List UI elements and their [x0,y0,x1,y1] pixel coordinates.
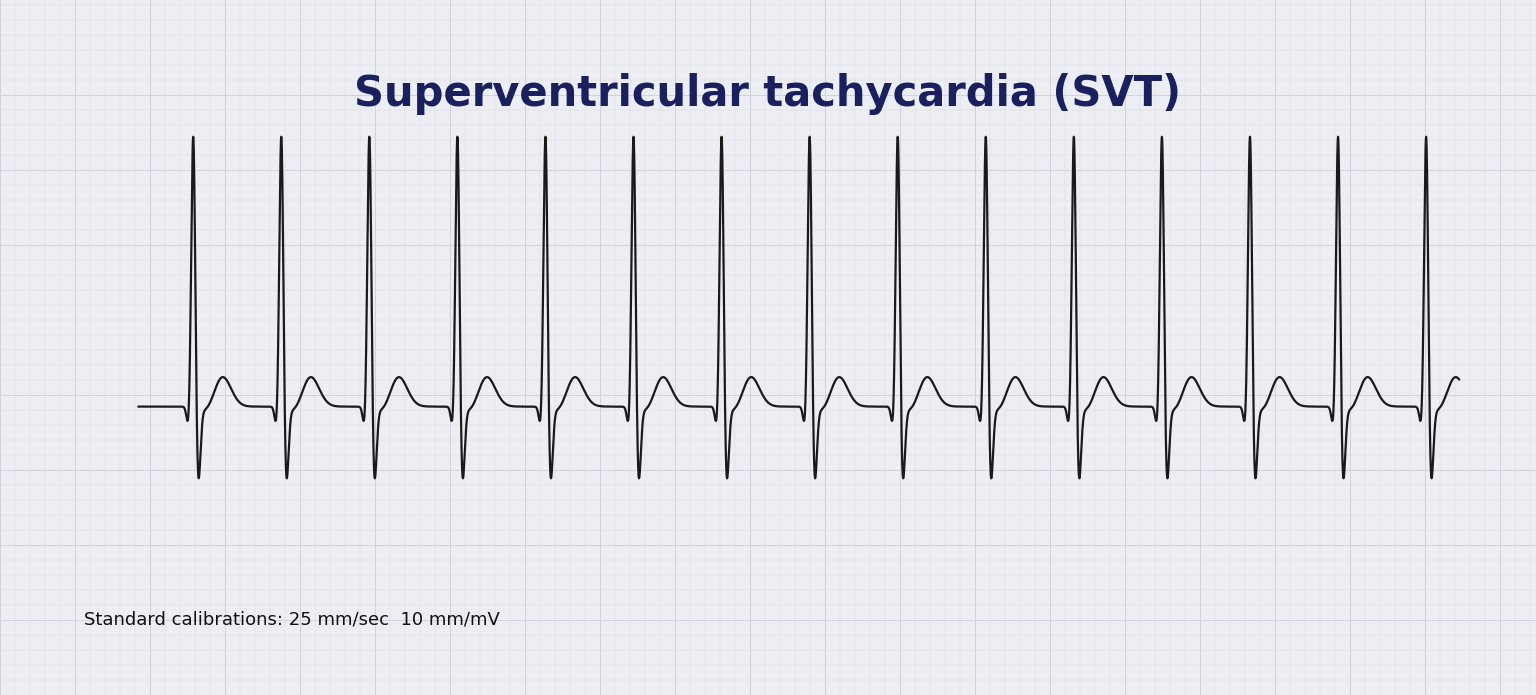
Text: Standard calibrations: 25 mm/sec  10 mm/mV: Standard calibrations: 25 mm/sec 10 mm/m… [84,611,501,629]
Text: Superventricular tachycardia (SVT): Superventricular tachycardia (SVT) [355,73,1181,115]
